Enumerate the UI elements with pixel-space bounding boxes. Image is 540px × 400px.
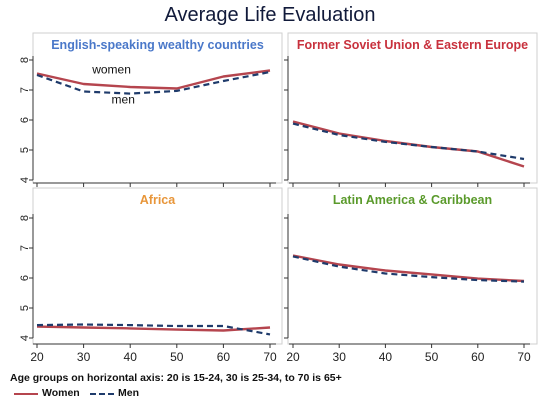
- x-tick-label: 40: [124, 350, 138, 364]
- main-title: Average Life Evaluation: [164, 4, 376, 26]
- y-tick-label: 7: [19, 245, 31, 251]
- series-annotation: men: [112, 93, 135, 107]
- series-line-women: [36, 69, 271, 90]
- x-tick-label: 60: [471, 350, 485, 364]
- y-tick-label: 7: [19, 87, 31, 93]
- series-line-men: [36, 70, 271, 95]
- series-annotation: women: [91, 63, 131, 77]
- panel-frame: [32, 187, 283, 345]
- y-tick-label: 5: [19, 147, 31, 153]
- x-tick-label: 50: [170, 350, 184, 364]
- x-tick-label: 50: [425, 350, 439, 364]
- series-line-women: [292, 254, 525, 283]
- y-tick-label: 8: [19, 57, 31, 63]
- x-tick-label: 30: [333, 350, 347, 364]
- legend-label-men: Men: [118, 387, 139, 399]
- x-tick-label: 20: [286, 350, 300, 364]
- legend-label-women: Women: [42, 387, 80, 399]
- y-tick-label: 5: [19, 305, 31, 311]
- y-tick-label: 4: [19, 177, 31, 183]
- legend-swatch-men: [90, 393, 114, 395]
- series-line-women: [36, 325, 271, 332]
- y-tick-label: 6: [19, 117, 31, 123]
- series-line-women: [292, 120, 525, 168]
- series-line-men: [292, 255, 525, 283]
- x-tick-label: 70: [517, 350, 531, 364]
- panel-title: Latin America & Caribbean: [333, 193, 492, 207]
- x-tick-label: 30: [77, 350, 91, 364]
- series-line-men: [36, 323, 271, 336]
- panel-frame: [32, 32, 283, 184]
- y-tick-label: 4: [19, 335, 31, 341]
- axis-footnote: Age groups on horizontal axis: 20 is 15-…: [10, 372, 342, 384]
- y-tick-label: 8: [19, 215, 31, 221]
- y-tick-label: 6: [19, 275, 31, 281]
- series-line-men: [292, 122, 525, 161]
- legend-swatch-women: [14, 393, 38, 395]
- x-tick-label: 70: [263, 350, 277, 364]
- panel-title: Africa: [140, 193, 176, 207]
- panel-title: Former Soviet Union & Eastern Europe: [297, 38, 528, 52]
- panel-frame: [287, 187, 538, 345]
- panel-frame: [287, 32, 538, 184]
- x-tick-label: 20: [30, 350, 44, 364]
- panel-title: English-speaking wealthy countries: [51, 38, 264, 52]
- x-tick-label: 60: [217, 350, 231, 364]
- x-tick-label: 40: [379, 350, 393, 364]
